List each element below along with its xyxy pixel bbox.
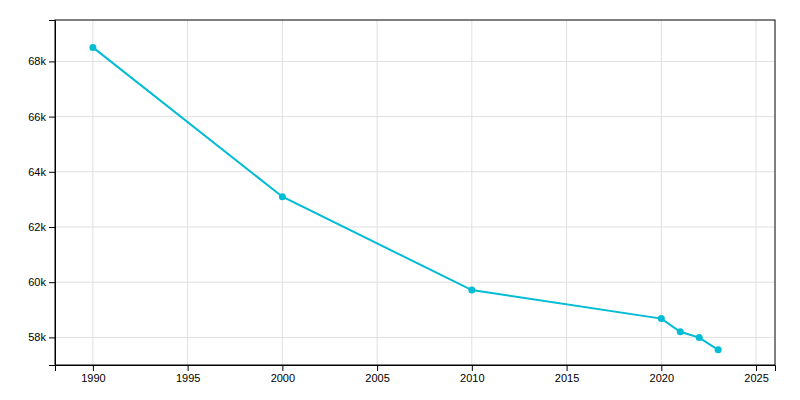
point (658, 315, 665, 322)
tick-mark (188, 365, 189, 371)
tick-label: 1990 (81, 372, 105, 384)
grid-line (187, 20, 188, 365)
tick-label: 2025 (744, 372, 768, 384)
point (89, 44, 96, 51)
tick-mark (49, 117, 55, 118)
tick-label: 60k (28, 276, 46, 288)
tick-label: 64k (28, 166, 46, 178)
tick-mark (282, 365, 283, 371)
point (696, 334, 703, 341)
tick-mark (49, 337, 55, 338)
point (468, 287, 475, 294)
grid (55, 20, 775, 365)
tick: 2000 (271, 365, 295, 384)
marks (89, 44, 721, 353)
tick-mark (756, 365, 757, 371)
tick: 58k (28, 331, 55, 343)
tick-mark (661, 365, 662, 371)
tick-mark (49, 282, 55, 283)
tick-label: 2000 (271, 372, 295, 384)
grid-line (55, 227, 775, 228)
grid-line (55, 61, 775, 62)
grid-line (756, 20, 757, 365)
tick: 60k (28, 276, 55, 288)
tick: 66k (28, 111, 55, 123)
tick-label: 62k (28, 221, 46, 233)
grid-line (92, 20, 93, 365)
axis-domain (56, 366, 776, 372)
grid-line (566, 20, 567, 365)
tick-label: 58k (28, 331, 46, 343)
tick-mark (49, 61, 55, 62)
tick: 2010 (460, 365, 484, 384)
tick: 62k (28, 221, 55, 233)
tick-mark (472, 365, 473, 371)
tick: 68k (28, 55, 55, 67)
plot-area: 1990 1995 2000 2005 2010 2015 2020 2025 58k 60k 62… (28, 20, 775, 384)
tick-mark (93, 365, 94, 371)
line (93, 47, 718, 349)
tick: 1990 (81, 365, 105, 384)
tick-mark (49, 172, 55, 173)
point (279, 193, 286, 200)
tick: 1995 (176, 365, 200, 384)
grid-line (377, 20, 378, 365)
tick-label: 2005 (365, 372, 389, 384)
grid-line (282, 20, 283, 365)
grid-line (55, 337, 775, 338)
tick: 2025 (744, 365, 768, 384)
x-axis: 1990 1995 2000 2005 2010 2015 2020 2025 (56, 365, 776, 384)
axis-domain (49, 21, 56, 366)
point (677, 328, 684, 335)
tick: 64k (28, 166, 55, 178)
tick-mark (377, 365, 378, 371)
plot-frame (55, 20, 775, 365)
tick: 2005 (365, 365, 389, 384)
point (715, 346, 722, 353)
tick-label: 2020 (650, 372, 674, 384)
chart: 1990 1995 2000 2005 2010 2015 2020 2025 58k 60k 62… (0, 0, 800, 400)
grid-line (55, 282, 775, 283)
grid-line (661, 20, 662, 365)
grid-line (55, 171, 775, 172)
tick: 2015 (555, 365, 579, 384)
tick-mark (49, 227, 55, 228)
y-axis: 58k 60k 62k 64k 66k 68k (28, 21, 55, 366)
tick-label: 2015 (555, 372, 579, 384)
tick-label: 68k (28, 55, 46, 67)
tick-label: 2010 (460, 372, 484, 384)
grid-line (55, 116, 775, 117)
grid-line (471, 20, 472, 365)
tick-mark (567, 365, 568, 371)
tick: 2020 (650, 365, 674, 384)
tick-label: 1995 (176, 372, 200, 384)
tick-label: 66k (28, 111, 46, 123)
